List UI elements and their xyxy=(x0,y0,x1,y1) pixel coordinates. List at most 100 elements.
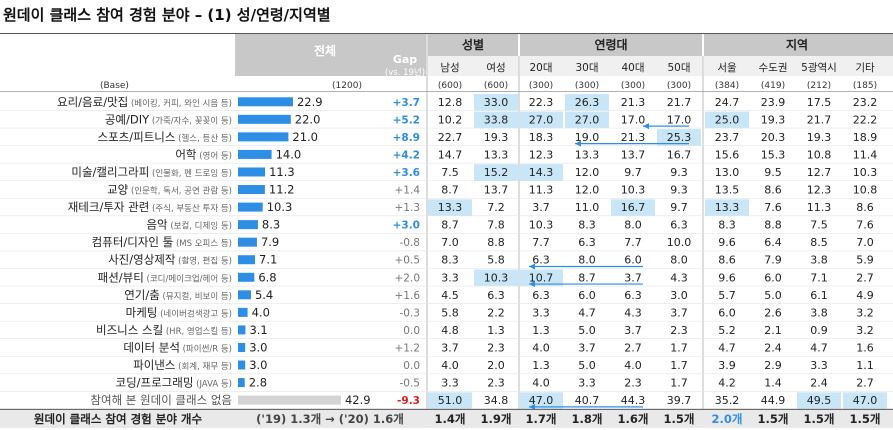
row-label: 미술/캘리그라피 (인물화, 펜 드로잉 등) xyxy=(71,165,232,179)
cell-value: 8.3 xyxy=(441,254,459,267)
cell-value: 4.8 xyxy=(441,324,459,337)
row-sub-label: (코디/메이크업/헤어 등) xyxy=(144,273,232,284)
highlight-cell xyxy=(428,392,472,409)
total-bar xyxy=(238,185,265,195)
cell-value: 13.3 xyxy=(438,201,463,214)
cell-value: 7.2 xyxy=(487,201,505,214)
footer-value: 1.5개 xyxy=(664,412,695,426)
row-label: 어학 (영어 등) xyxy=(175,147,232,161)
cell-value: 19.3 xyxy=(761,113,786,126)
cell-value: 12.0 xyxy=(575,166,600,179)
header-column-bg xyxy=(427,56,893,76)
cell-value: 17.5 xyxy=(807,96,832,109)
page-title: 원데이 클래스 참여 경험 분야 – (1) 성/연령/지역별 xyxy=(3,6,331,24)
cell-value: 1.6 xyxy=(856,341,874,354)
highlight-cell xyxy=(843,392,887,409)
cell-value: 23.9 xyxy=(761,96,786,109)
base-column-value: (300) xyxy=(575,81,599,91)
cell-value: 1.3 xyxy=(532,359,550,372)
row-main-label: 스포츠/피트니스 xyxy=(98,130,176,144)
total-value: 22.9 xyxy=(297,95,323,109)
cell-value: 12.7 xyxy=(807,166,832,179)
cell-value: 4.3 xyxy=(670,271,688,284)
cell-value: 20.3 xyxy=(761,131,786,144)
header-group-label: 지역 xyxy=(786,37,808,52)
cell-value: 6.0 xyxy=(578,289,596,302)
cell-value: 3.3 xyxy=(578,377,596,390)
cell-value: 2.6 xyxy=(764,306,782,319)
cell-value: 6.3 xyxy=(578,236,596,249)
cell-value: 10.2 xyxy=(438,113,463,126)
cell-value: 17.0 xyxy=(621,113,646,126)
cell-value: 9.5 xyxy=(764,166,782,179)
highlight-cell xyxy=(797,392,841,409)
footer-value: 1.5개 xyxy=(850,412,881,426)
highlight-cell xyxy=(519,111,563,129)
highlight-cell xyxy=(705,199,749,216)
cell-value: 13.0 xyxy=(715,166,740,179)
row-main-label: 미술/캘리그라피 xyxy=(71,165,149,179)
row-sub-label: (촬영, 편집 등) xyxy=(175,256,232,267)
header-group-label: 성별 xyxy=(462,37,484,52)
row-sub-label: (뮤지컬, 비보이 등) xyxy=(160,291,232,302)
cell-value: 3.7 xyxy=(624,324,642,337)
row-sub-label: (영어 등) xyxy=(197,150,233,161)
cell-value: 9.6 xyxy=(718,236,736,249)
cell-value: 26.3 xyxy=(575,96,600,109)
cell-value: 3.7 xyxy=(441,341,459,354)
cell-value: 49.5 xyxy=(807,394,832,407)
cell-value: 12.8 xyxy=(438,96,463,109)
cell-value: 17.0 xyxy=(667,113,692,126)
gap-value: +1.2 xyxy=(395,342,421,354)
header-group-bg xyxy=(427,34,893,56)
cell-value: 33.0 xyxy=(484,96,509,109)
cell-value: 8.7 xyxy=(441,219,459,232)
cell-value: 1.3 xyxy=(532,324,550,337)
trend-arrow-head xyxy=(529,403,535,410)
cell-value: 3.2 xyxy=(856,306,874,319)
cell-value: 4.0 xyxy=(532,341,550,354)
cell-value: 2.1 xyxy=(764,324,782,337)
total-bar xyxy=(238,342,246,352)
cell-value: 6.0 xyxy=(764,271,782,284)
cell-value: 13.3 xyxy=(575,148,600,161)
total-bar xyxy=(238,97,293,107)
row-sub-label: (주식, 부동산 투자 등) xyxy=(149,203,232,214)
cell-value: 7.7 xyxy=(532,236,550,249)
row-label: 패션/뷰티 (코디/메이크업/헤어 등) xyxy=(98,270,232,284)
row-sub-label: (HR, 영업스킬 등) xyxy=(163,326,232,337)
cell-value: 11.4 xyxy=(853,148,878,161)
cell-value: 7.5 xyxy=(441,166,459,179)
total-bar xyxy=(238,272,255,282)
cell-value: 8.6 xyxy=(764,184,782,197)
cell-value: 33.8 xyxy=(484,113,509,126)
cell-value: 8.7 xyxy=(578,271,596,284)
total-bar xyxy=(238,132,289,142)
gap-value: 0.0 xyxy=(403,360,420,372)
cell-value: 3.7 xyxy=(578,341,596,354)
base-total: (1200) xyxy=(332,81,362,91)
footer-value: 1.5개 xyxy=(758,412,789,426)
cell-value: 13.5 xyxy=(715,184,740,197)
cell-value: 22.3 xyxy=(529,96,554,109)
row-sub-label: (회계, 재무 등) xyxy=(175,361,232,372)
row-label: 사진/영상제작 (촬영, 편집 등) xyxy=(108,253,232,267)
cell-value: 2.7 xyxy=(856,271,874,284)
cell-value: 25.3 xyxy=(667,131,692,144)
cell-value: 3.7 xyxy=(670,306,688,319)
row-label: 교양 (인문학, 독서, 공연 관람 등) xyxy=(107,183,232,197)
cell-value: 7.9 xyxy=(764,254,782,267)
row-label: 컴퓨터/디자인 툴 (MS 오피스 등) xyxy=(92,235,232,249)
row-sub-label: (베이킹, 커피, 와인 시음 등) xyxy=(128,98,232,109)
header-column-label: 40대 xyxy=(621,62,644,74)
cell-value: 21.3 xyxy=(621,96,646,109)
cell-value: 5.2 xyxy=(718,324,736,337)
gap-value: +1.4 xyxy=(395,185,421,197)
cell-value: 7.8 xyxy=(487,219,505,232)
row-label: 참여해 본 원데이 클래스 없음 xyxy=(90,393,232,407)
cell-value: 15.3 xyxy=(761,148,786,161)
total-bar xyxy=(238,378,245,388)
cell-value: 40.7 xyxy=(575,394,600,407)
trend-arrow-head xyxy=(643,123,649,130)
cell-value: 16.7 xyxy=(667,148,692,161)
